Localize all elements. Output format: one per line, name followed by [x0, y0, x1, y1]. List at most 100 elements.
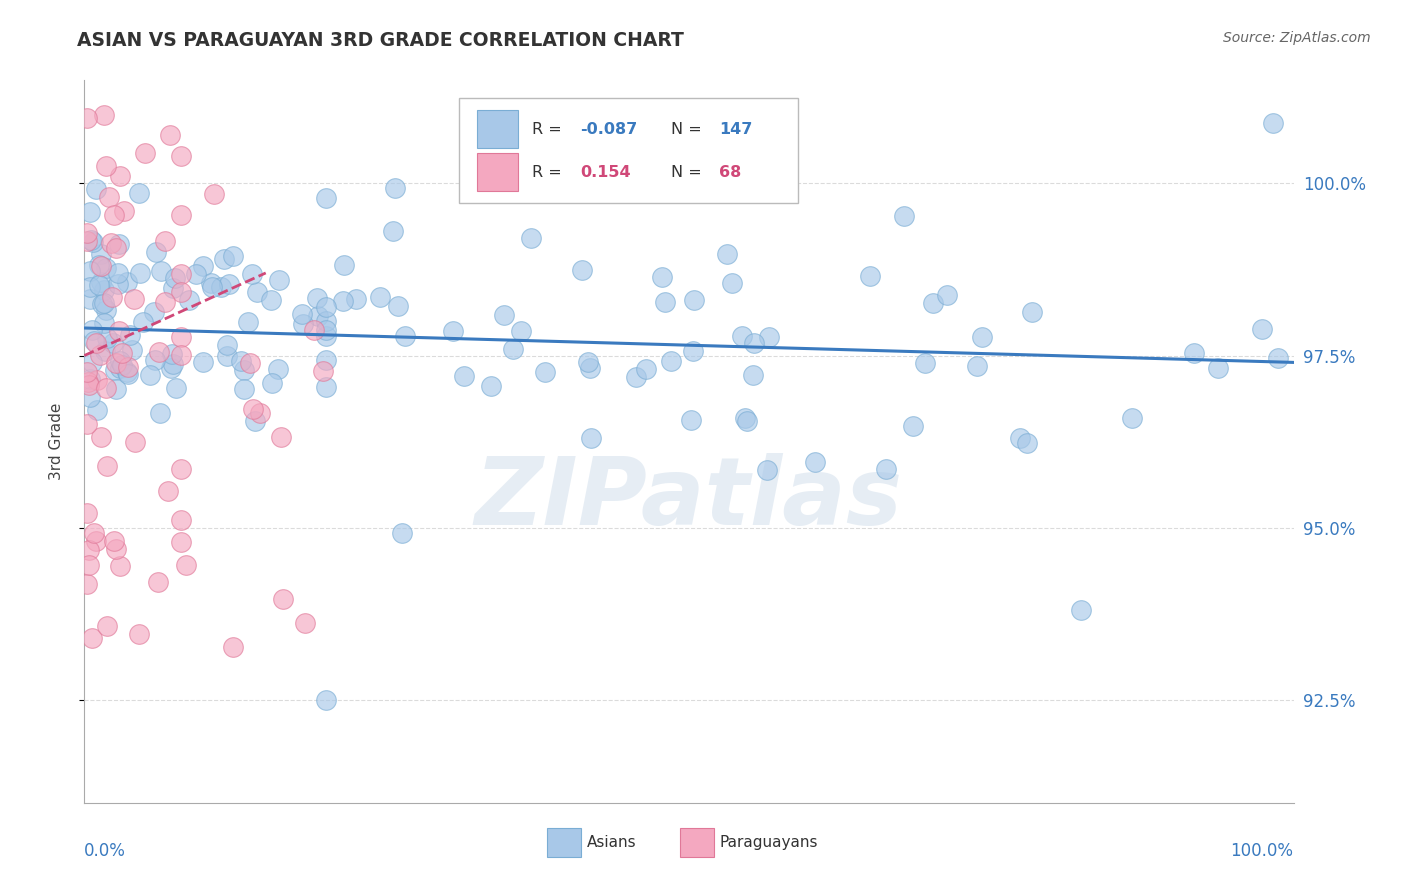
Point [1008, 431, 1031, 445]
Point [145, 353, 167, 368]
Point [90, 430, 112, 444]
Point [1267, 351, 1289, 365]
Point [1184, 346, 1206, 360]
Point [217, 338, 239, 352]
Point [110, 558, 132, 573]
Point [579, 361, 602, 376]
Point [332, 258, 354, 272]
Point [110, 360, 132, 375]
Point [233, 382, 256, 396]
Point [170, 513, 193, 527]
Point [576, 355, 599, 369]
Point [162, 281, 184, 295]
FancyBboxPatch shape [681, 828, 714, 857]
Point [170, 330, 193, 344]
Point [682, 344, 704, 359]
Point [87, 277, 110, 292]
Text: R =: R = [531, 165, 567, 179]
Point [242, 402, 264, 417]
Point [170, 462, 193, 476]
Point [742, 368, 765, 383]
Point [239, 356, 262, 370]
Point [90, 259, 112, 273]
Point [96, 382, 118, 396]
Point [315, 380, 337, 394]
Point [77, 378, 100, 392]
Text: N =: N = [671, 122, 707, 136]
Point [294, 615, 316, 630]
Point [79, 205, 101, 219]
Point [93, 283, 115, 297]
Point [191, 355, 214, 369]
Point [108, 354, 131, 368]
Point [104, 363, 127, 377]
Point [315, 329, 337, 343]
Point [128, 186, 150, 201]
Point [76, 576, 98, 591]
Point [803, 455, 825, 469]
Point [305, 291, 328, 305]
Point [107, 266, 129, 280]
Point [86, 374, 108, 388]
Text: 0.154: 0.154 [581, 165, 631, 179]
Point [259, 293, 281, 307]
Point [149, 264, 172, 278]
Text: N =: N = [671, 165, 707, 179]
Point [681, 413, 703, 427]
Point [731, 329, 754, 343]
Point [222, 249, 245, 263]
Point [1206, 360, 1229, 375]
Point [89, 348, 111, 362]
Point [1261, 116, 1284, 130]
Point [307, 309, 329, 323]
Text: -0.087: -0.087 [581, 122, 637, 136]
Point [83, 334, 105, 349]
Point [117, 360, 139, 375]
Point [111, 359, 134, 373]
Point [86, 403, 108, 417]
Point [267, 273, 290, 287]
Point [246, 285, 269, 299]
Point [302, 323, 325, 337]
Point [105, 241, 128, 255]
Point [170, 208, 193, 222]
Point [332, 294, 354, 309]
Point [270, 430, 292, 444]
Point [382, 223, 405, 237]
Point [654, 295, 676, 310]
Point [80, 631, 103, 645]
Point [901, 419, 924, 434]
Point [312, 364, 335, 378]
Point [162, 358, 184, 372]
Point [966, 359, 988, 374]
Point [260, 376, 283, 390]
Point [218, 277, 240, 291]
Point [77, 543, 100, 558]
Point [236, 315, 259, 329]
Point [79, 292, 101, 306]
Point [170, 267, 193, 281]
Point [387, 299, 409, 313]
Point [84, 336, 107, 351]
Point [80, 323, 103, 337]
Point [492, 309, 515, 323]
Point [82, 235, 104, 250]
Point [90, 247, 112, 261]
Point [129, 266, 152, 280]
Point [200, 276, 222, 290]
Point [96, 330, 118, 344]
Point [108, 169, 131, 184]
Point [103, 208, 125, 222]
Point [122, 292, 145, 306]
Point [108, 236, 131, 251]
Point [441, 324, 464, 338]
Point [215, 349, 238, 363]
Point [520, 231, 543, 245]
Point [107, 277, 129, 292]
Point [79, 390, 101, 404]
Point [93, 316, 115, 330]
Point [105, 356, 128, 370]
Text: Source: ZipAtlas.com: Source: ZipAtlas.com [1223, 31, 1371, 45]
Point [479, 378, 502, 392]
Point [143, 305, 166, 319]
